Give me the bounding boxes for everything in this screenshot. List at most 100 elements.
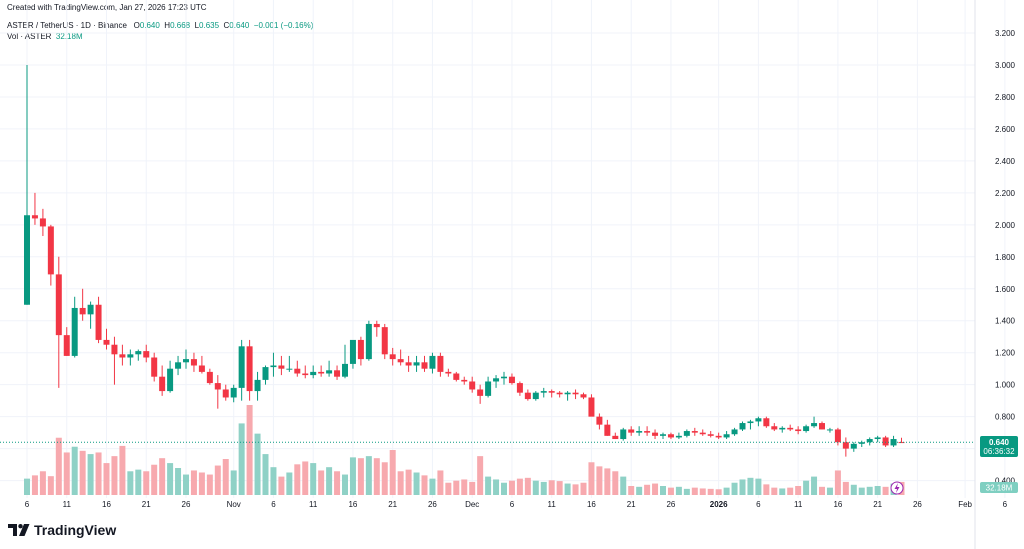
tradingview-logo[interactable]: TradingView [8, 522, 116, 538]
candle-body [373, 323, 380, 328]
volume-bar [262, 454, 269, 495]
volume-bar [254, 433, 261, 495]
candle-body [365, 323, 372, 360]
volume-bar [349, 457, 356, 495]
price-axis[interactable]: 3.200 3.000 2.800 2.600 2.400 2.200 2.000 1.800… [995, 29, 1016, 486]
candle-body [771, 426, 778, 430]
candle-body [819, 423, 825, 430]
volume-bar [278, 476, 285, 495]
candle-body [493, 378, 500, 382]
volume-bar [715, 489, 722, 495]
volume-legend: Vol · ASTER 32.18M [7, 32, 83, 42]
candle-body [413, 362, 420, 366]
candle-body [421, 362, 428, 369]
low-label: L [194, 21, 200, 30]
candle-body [437, 355, 444, 372]
price-tick-label: 3.000 [995, 61, 1016, 70]
candle-body [532, 392, 539, 400]
candle-body [206, 371, 213, 384]
candle-body [588, 397, 595, 417]
volume-bar [636, 486, 643, 495]
candle-body [127, 354, 134, 358]
candle-body [103, 339, 110, 345]
candle-body [715, 435, 722, 438]
candle-body [469, 381, 476, 390]
candle-body [183, 359, 189, 363]
time-tick-label: 11 [794, 500, 803, 509]
candle-body [318, 371, 325, 374]
candle-body [882, 437, 889, 446]
candle-body [334, 370, 341, 377]
volume-bar [644, 484, 651, 495]
volume-bar [739, 479, 746, 495]
time-tick-label: 26 [428, 500, 437, 509]
close-value: 0.640 [229, 21, 250, 30]
volume-bar [111, 456, 118, 495]
volume-bar [699, 488, 706, 495]
volume-bar [31, 475, 38, 495]
lightning-icon[interactable] [890, 481, 904, 495]
volume-bar [795, 486, 802, 495]
volume-bar [357, 458, 364, 495]
candle-body [858, 442, 865, 444]
candle-body [389, 354, 396, 360]
time-tick-label: 6 [510, 500, 515, 509]
volume-bar [747, 477, 754, 495]
volume-bar [294, 464, 301, 495]
volume-bar [334, 471, 341, 495]
time-axis[interactable]: 6 11 16 21 26 Nov 6 11 16 21 26 Dec 6 11 16 21 26 2026 6 11… [25, 500, 1008, 509]
volume-bar [564, 483, 571, 495]
volume-bar [55, 437, 62, 495]
volume-bar [675, 486, 682, 495]
price-tick-label: 1.200 [995, 349, 1016, 358]
price-tick-label: 2.600 [995, 125, 1016, 134]
volume-bar [342, 474, 348, 495]
time-tick-label: 26 [913, 500, 922, 509]
candle-body [485, 381, 492, 396]
volume-bar [572, 484, 579, 495]
last-price-badge-bg [980, 436, 1018, 457]
volume-bar [596, 466, 603, 495]
candle-body [580, 394, 587, 398]
candle-body [540, 391, 547, 393]
candle-body [850, 443, 857, 449]
volume-bar [524, 477, 531, 495]
volume-bar [707, 488, 714, 495]
candle-body [326, 370, 333, 374]
candle-body [612, 435, 619, 440]
candle-body [39, 218, 46, 227]
candle-body [739, 423, 746, 430]
candle-body [723, 434, 730, 438]
time-tick-label: 6 [25, 500, 30, 509]
volume-bar [318, 470, 325, 495]
candle-body [175, 362, 182, 369]
candle-body [151, 357, 158, 377]
candlesticks [24, 64, 905, 457]
open-value: 0.640 [139, 21, 160, 30]
volume-bar [183, 474, 189, 495]
candle-body [190, 359, 197, 366]
time-tick-label: Nov [227, 500, 241, 509]
volume-bar [127, 471, 134, 495]
candle-body [63, 335, 70, 356]
volume-bar [71, 446, 78, 495]
candle-body [699, 432, 706, 435]
candle-body [461, 379, 468, 382]
time-tick-label: 11 [63, 500, 72, 509]
volume-bar [612, 471, 619, 495]
candle-body [691, 431, 698, 433]
price-tick-label: 2.200 [995, 189, 1016, 198]
volume-bar [501, 482, 507, 495]
candle-body [294, 368, 301, 374]
candle-body [803, 426, 810, 432]
candle-body [429, 355, 436, 369]
volume-bar [779, 488, 786, 495]
candle-body [143, 351, 150, 358]
close-label: C [223, 21, 230, 30]
candle-body [246, 346, 253, 392]
volume-bar [198, 472, 205, 495]
volume-bar [556, 481, 563, 495]
candle-body [683, 431, 690, 436]
volume-label[interactable]: Vol · ASTER [7, 32, 52, 41]
